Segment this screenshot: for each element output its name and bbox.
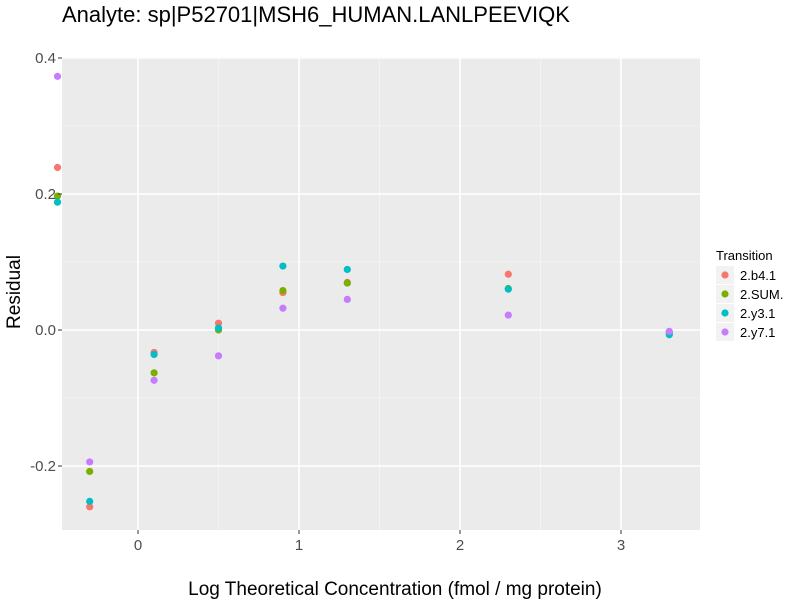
legend-label: 2.y3.1	[740, 306, 775, 321]
point-2-y3-1	[214, 324, 223, 332]
point-2-y7-1	[150, 376, 158, 384]
point-2-b4-1	[86, 503, 94, 511]
point-2-y3-1	[279, 262, 287, 270]
x-tick-label: 2	[456, 537, 464, 554]
legend-title: Transition	[716, 248, 773, 263]
grid-major	[62, 57, 700, 530]
point-2-y3-1	[343, 265, 351, 274]
legend: Transition 2.b4.1 2.SUM. 2.y3.1 2.y7.1	[716, 248, 783, 341]
legend-swatch	[721, 290, 729, 298]
point-2-y3-1	[86, 497, 94, 505]
y-tick-label: 0.0	[35, 322, 56, 339]
data-points	[53, 72, 673, 511]
grid-minor	[62, 57, 700, 530]
x-tick-label: 1	[295, 537, 303, 554]
chart-title: Analyte: sp|P52701|MSH6_HUMAN.LANLPEEVIQ…	[62, 2, 570, 27]
y-axis: -0.2 0.0 0.2 0.4	[30, 50, 62, 475]
legend-swatch	[721, 309, 729, 317]
plot-panel	[62, 57, 700, 530]
point-2-y3-1	[504, 285, 512, 293]
point-2-y3-1	[53, 198, 62, 206]
point-2-y7-1	[86, 458, 94, 466]
legend-swatch	[721, 271, 729, 279]
point-2-sum	[343, 279, 351, 287]
y-tick-label: 0.2	[35, 186, 56, 203]
x-axis: 0 1 2 3	[134, 530, 625, 554]
point-2-b4-1	[504, 270, 512, 278]
legend-label: 2.y7.1	[740, 325, 775, 340]
point-2-y7-1	[343, 295, 351, 303]
point-2-y7-1	[665, 327, 673, 335]
y-tick-label: -0.2	[30, 458, 56, 475]
point-2-sum	[86, 467, 94, 476]
legend-label: 2.b4.1	[740, 268, 776, 283]
point-2-b4-1	[53, 163, 62, 172]
point-2-sum	[150, 369, 158, 377]
y-tick-label: 0.4	[35, 50, 56, 67]
point-2-y7-1	[214, 352, 223, 360]
point-2-y7-1	[53, 72, 62, 80]
x-axis-title: Log Theoretical Concentration (fmol / mg…	[188, 579, 602, 600]
x-tick-label: 3	[617, 537, 625, 554]
point-2-y3-1	[150, 350, 158, 359]
legend-label: 2.SUM.	[740, 287, 783, 302]
point-2-sum	[279, 286, 287, 295]
x-tick-label: 0	[134, 537, 142, 554]
legend-swatch	[721, 328, 729, 336]
y-axis-title: Residual	[4, 255, 25, 329]
point-2-y7-1	[504, 311, 512, 319]
point-2-y7-1	[279, 304, 287, 312]
